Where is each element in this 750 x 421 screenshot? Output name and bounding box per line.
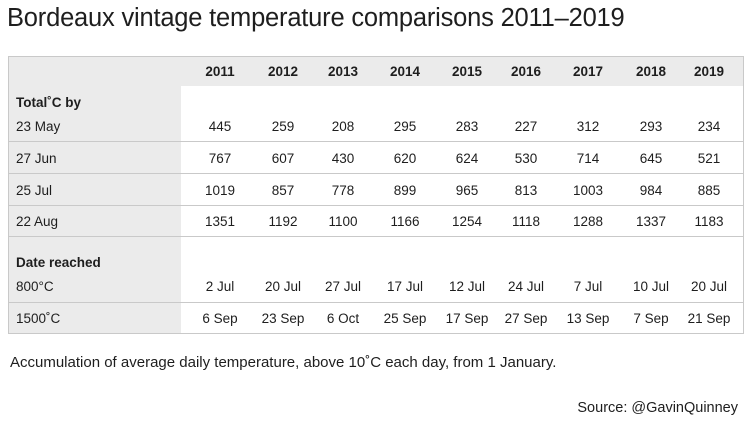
table-cell: 620 — [393, 151, 417, 166]
year-header: 2015 — [451, 64, 483, 79]
row-divider — [9, 141, 743, 142]
year-header: 2018 — [635, 64, 667, 79]
table-cell: 445 — [208, 119, 232, 134]
table-cell: 1118 — [511, 214, 541, 229]
year-header: 2016 — [510, 64, 542, 79]
table-cell: 714 — [576, 151, 600, 166]
table-cell: 624 — [455, 151, 479, 166]
table-cell: 813 — [514, 183, 538, 198]
table-cell: 530 — [514, 151, 538, 166]
table-cell: 1192 — [268, 214, 298, 229]
table-cell: 2 Jul — [205, 279, 235, 294]
table-cell: 208 — [331, 119, 355, 134]
table-cell: 10 Jul — [632, 279, 670, 294]
year-header: 2019 — [693, 64, 725, 79]
row-label: 22 Aug — [16, 214, 59, 229]
table-cell: 312 — [576, 119, 600, 134]
table-cell: 7 Sep — [633, 311, 669, 326]
table-cell: 234 — [697, 119, 721, 134]
table-cell: 227 — [514, 119, 538, 134]
table-cell: 20 Jul — [690, 279, 728, 294]
table-cell: 778 — [331, 183, 355, 198]
year-header: 2014 — [389, 64, 421, 79]
table-cell: 899 — [393, 183, 417, 198]
row-label: 23 May — [16, 119, 61, 134]
row-divider — [9, 205, 743, 206]
table-cell: 430 — [331, 151, 355, 166]
row-divider — [9, 236, 743, 237]
table-cell: 1003 — [572, 183, 604, 198]
page-title: Bordeaux vintage temperature comparisons… — [7, 4, 625, 32]
table-cell: 984 — [639, 183, 663, 198]
table-cell: 1351 — [204, 214, 236, 229]
row-label: 1500˚C — [16, 311, 61, 326]
table-cell: 965 — [455, 183, 479, 198]
table-cell: 20 Jul — [264, 279, 302, 294]
year-header: 2011 — [205, 64, 235, 79]
table-cell: 17 Jul — [386, 279, 424, 294]
table-cell: 1019 — [204, 183, 236, 198]
table-cell: 12 Jul — [448, 279, 486, 294]
row-label: 800°C — [16, 279, 54, 294]
table-cell: 645 — [639, 151, 663, 166]
table-cell: 1166 — [390, 214, 420, 229]
section-heading-total: Total˚C by — [16, 95, 81, 110]
table-cell: 259 — [271, 119, 295, 134]
table-cell: 767 — [208, 151, 232, 166]
table-cell: 27 Sep — [504, 311, 548, 326]
row-label: 25 Jul — [16, 183, 53, 198]
label-column-band — [9, 86, 181, 333]
year-header: 2013 — [327, 64, 359, 79]
table-cell: 27 Jul — [324, 279, 362, 294]
header-band — [9, 57, 743, 86]
table-cell: 521 — [697, 151, 721, 166]
footnote: Accumulation of average daily temperatur… — [10, 354, 557, 371]
table-cell: 1183 — [694, 214, 724, 229]
year-header: 2017 — [572, 64, 604, 79]
table-cell: 21 Sep — [687, 311, 731, 326]
table-cell: 295 — [393, 119, 417, 134]
table-cell: 1254 — [451, 214, 483, 229]
row-label: 27 Jun — [16, 151, 57, 166]
table-cell: 1337 — [635, 214, 667, 229]
table-cell: 857 — [271, 183, 295, 198]
temperature-table: Total˚C by Date reached 2011 2012 2013 2014… — [8, 56, 744, 334]
table-cell: 1288 — [572, 214, 604, 229]
year-header: 2012 — [267, 64, 299, 79]
table-cell: 885 — [697, 183, 721, 198]
table-cell: 13 Sep — [566, 311, 610, 326]
section-heading-date: Date reached — [16, 255, 101, 270]
source-credit: Source: @GavinQuinney — [577, 400, 738, 416]
table-cell: 17 Sep — [445, 311, 489, 326]
row-divider — [9, 302, 743, 303]
row-divider — [9, 173, 743, 174]
table-cell: 24 Jul — [507, 279, 545, 294]
table-cell: 6 Oct — [326, 311, 360, 326]
table-cell: 25 Sep — [383, 311, 427, 326]
table-cell: 23 Sep — [261, 311, 305, 326]
table-cell: 293 — [639, 119, 663, 134]
table-cell: 6 Sep — [202, 311, 238, 326]
table-cell: 1100 — [328, 214, 358, 229]
table-cell: 283 — [455, 119, 479, 134]
table-cell: 7 Jul — [573, 279, 603, 294]
table-cell: 607 — [271, 151, 295, 166]
